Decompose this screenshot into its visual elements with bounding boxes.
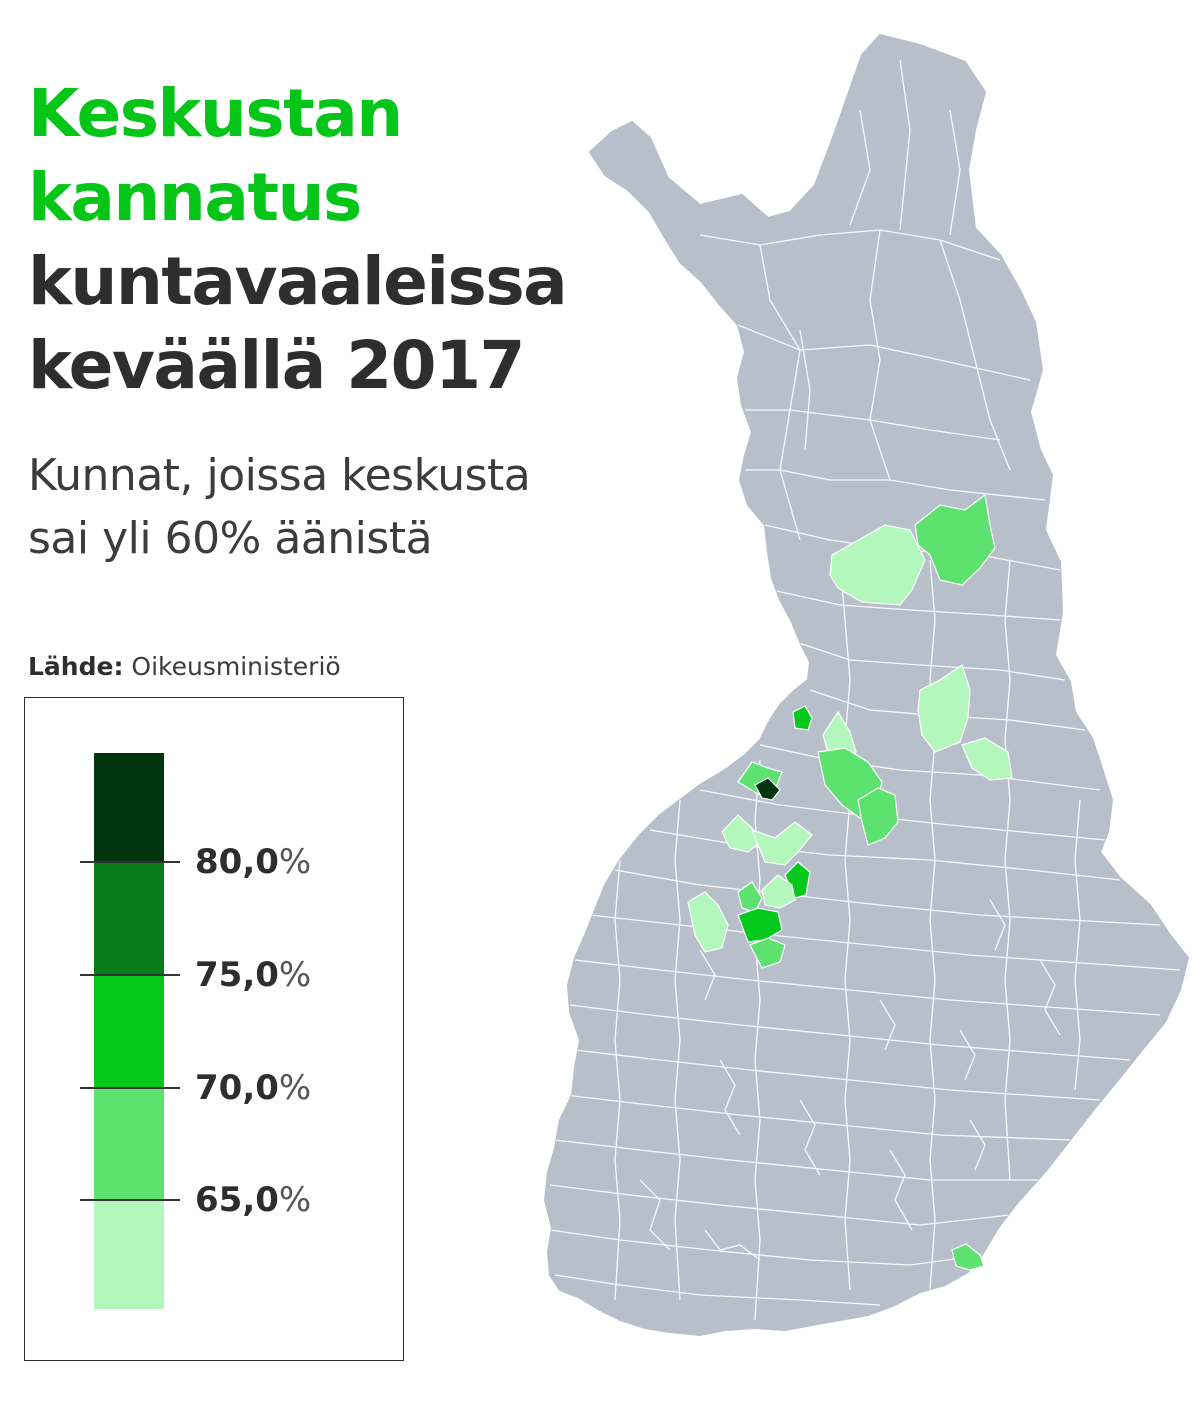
title-line-2: kannatus <box>28 159 362 236</box>
municipality <box>749 937 786 969</box>
subtitle-line-2: sai yli 60% äänistä <box>28 513 433 564</box>
legend-unit: % <box>278 1180 312 1220</box>
municipality <box>829 524 926 606</box>
legend-unit: % <box>278 1068 312 1108</box>
municipality <box>961 737 1013 781</box>
title-line-3: kuntavaaleissa <box>28 243 568 320</box>
legend-value: 65,0 <box>195 1180 279 1220</box>
legend-swatch-75-80 <box>94 861 164 974</box>
legend-swatch-65-70 <box>94 1087 164 1199</box>
source-label: Lähde: <box>28 652 124 681</box>
legend-value: 75,0 <box>195 955 279 995</box>
legend-tick <box>80 1087 180 1089</box>
legend-tick <box>80 1199 180 1201</box>
municipality <box>914 493 996 586</box>
municipality <box>737 881 763 913</box>
municipality <box>687 891 729 953</box>
legend-swatch-70-75 <box>94 974 164 1087</box>
legend-label-80: 80,0% <box>195 842 311 882</box>
municipality <box>737 907 783 943</box>
municipal-borders <box>549 59 1181 1321</box>
municipality <box>754 777 781 801</box>
source-note: Lähde: Oikeusministeriö <box>28 650 341 684</box>
legend-swatch-over-80 <box>94 753 164 861</box>
legend-label-75: 75,0% <box>195 955 311 995</box>
legend-swatch-60-65 <box>94 1199 164 1309</box>
finland-land <box>543 33 1190 1337</box>
legend-color-scale <box>94 753 164 1309</box>
legend-value: 80,0 <box>195 842 279 882</box>
title-line-4: keväällä 2017 <box>28 327 525 404</box>
legend-tick <box>80 974 180 976</box>
municipality <box>761 874 796 909</box>
legend-value: 70,0 <box>195 1068 279 1108</box>
municipality <box>792 705 813 731</box>
municipality <box>857 787 899 846</box>
legend-unit: % <box>278 842 312 882</box>
legend-unit: % <box>278 955 312 995</box>
page-title: Keskustan kannatus kuntavaaleissa kevääl… <box>28 72 568 408</box>
municipality <box>917 664 971 753</box>
source-value: Oikeusministeriö <box>131 652 341 681</box>
legend-label-70: 70,0% <box>195 1068 311 1108</box>
subtitle: Kunnat, joissa keskusta sai yli 60% ääni… <box>28 444 531 570</box>
municipality <box>750 821 813 866</box>
legend-tick <box>80 861 180 863</box>
legend-box: 80,0% 75,0% 70,0% 65,0% <box>24 697 404 1361</box>
municipality <box>951 1243 985 1271</box>
subtitle-line-1: Kunnat, joissa keskusta <box>28 450 531 501</box>
legend-label-65: 65,0% <box>195 1180 311 1220</box>
highlighted-municipalities <box>687 493 1013 1271</box>
title-line-1: Keskustan <box>28 75 403 152</box>
